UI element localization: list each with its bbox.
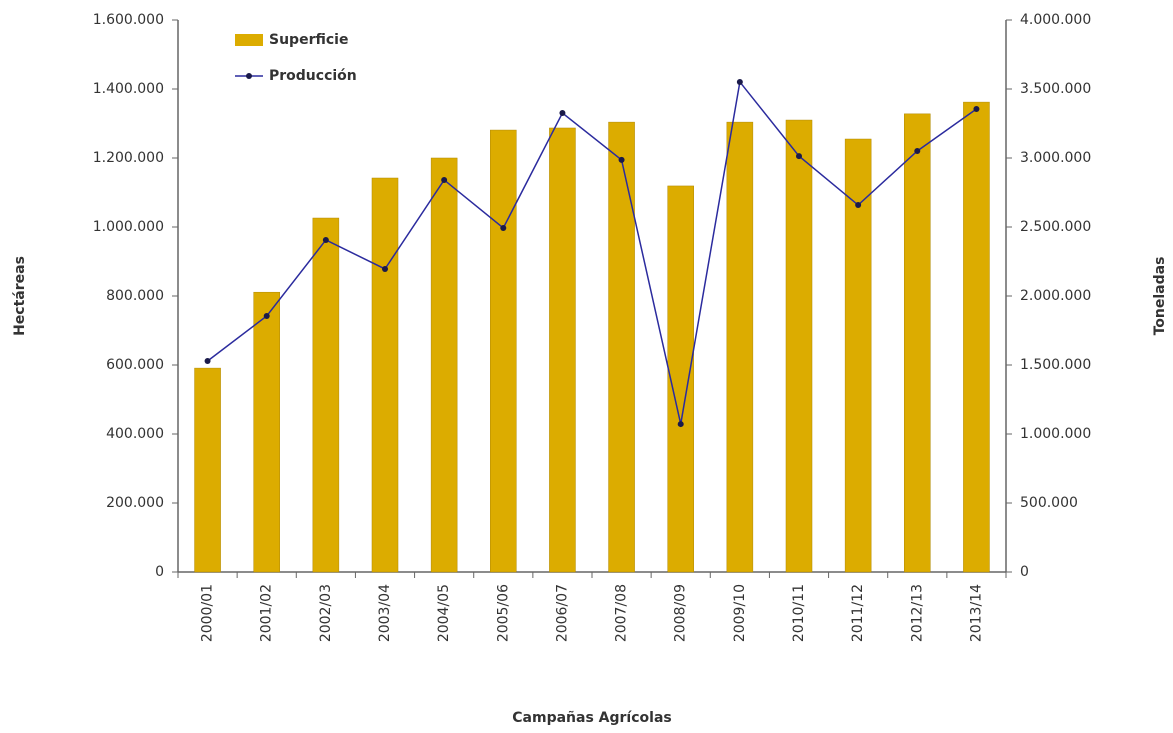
x-tick-label: 2009/10	[732, 584, 748, 642]
bar	[963, 101, 990, 573]
bar	[726, 121, 754, 573]
y2-tick-label: 4.000.000	[1020, 12, 1091, 28]
y2-tick-label: 3.000.000	[1020, 150, 1091, 166]
y-tick-label: 400.000	[106, 426, 164, 442]
line-marker	[914, 147, 921, 154]
bar	[194, 367, 221, 573]
line-marker	[263, 313, 270, 320]
bar	[490, 129, 517, 573]
line-marker	[973, 106, 980, 113]
y2-tick-label: 0	[1020, 564, 1029, 580]
y2-tick-label: 2.500.000	[1020, 219, 1091, 235]
y-tick-label: 1.000.000	[93, 219, 164, 235]
x-tick-label: 2000/01	[200, 584, 216, 642]
line-marker	[796, 153, 802, 160]
bar	[549, 127, 576, 573]
x-tick-label: 2003/04	[377, 584, 393, 642]
line-marker	[855, 202, 862, 209]
legend-label: Producción	[269, 68, 357, 84]
x-tick-label: 2002/03	[318, 584, 334, 642]
y-tick-label: 1.600.000	[93, 12, 164, 28]
legend-swatch	[235, 34, 263, 46]
y2-tick-label: 500.000	[1020, 495, 1078, 511]
x-tick-label: 2005/06	[495, 584, 511, 642]
y2-axis-title: Toneladas	[1152, 257, 1168, 336]
bar	[312, 217, 340, 573]
y-tick-label: 600.000	[106, 357, 164, 373]
line-marker	[736, 78, 743, 85]
line-marker	[559, 110, 566, 117]
y-tick-label: 200.000	[106, 495, 164, 511]
y2-tick-label: 1.500.000	[1020, 357, 1091, 373]
x-axis-title: Campañas Agrícolas	[512, 710, 671, 726]
x-tick-label: 2001/02	[259, 584, 275, 642]
line-marker	[441, 176, 448, 183]
y2-tick-label: 2.000.000	[1020, 288, 1091, 304]
x-tick-label: 2013/14	[968, 584, 984, 642]
x-tick-label: 2011/12	[850, 584, 866, 642]
line-marker	[677, 421, 684, 428]
line	[207, 80, 977, 425]
x-tick-label: 2010/11	[791, 584, 807, 642]
legend-label: Superficie	[269, 32, 348, 48]
y-tick-label: 0	[155, 564, 164, 580]
line-marker	[204, 357, 211, 364]
y-tick-label: 800.000	[106, 288, 164, 304]
y2-tick-label: 3.500.000	[1020, 81, 1091, 97]
y-axis-title: Hectáreas	[12, 256, 28, 336]
x-tick-label: 2012/13	[909, 584, 925, 642]
line-marker	[618, 156, 625, 163]
line-marker	[382, 265, 388, 272]
y-tick-label: 1.200.000	[93, 150, 164, 166]
bar	[371, 177, 399, 573]
x-tick-label: 2008/09	[673, 584, 689, 642]
bar	[253, 291, 280, 573]
x-tick-label: 2007/08	[614, 584, 630, 642]
bar	[667, 185, 694, 573]
bar	[785, 119, 813, 573]
y2-tick-label: 1.000.000	[1020, 426, 1091, 442]
legend-swatch	[246, 73, 252, 79]
line-marker	[500, 224, 507, 231]
x-tick-label: 2004/05	[436, 584, 452, 642]
bar	[844, 138, 872, 573]
y-tick-label: 1.400.000	[93, 81, 164, 97]
x-tick-label: 2006/07	[554, 584, 570, 642]
line-marker	[322, 236, 329, 243]
bar	[904, 113, 931, 573]
bar	[608, 121, 635, 573]
bar	[430, 157, 458, 573]
